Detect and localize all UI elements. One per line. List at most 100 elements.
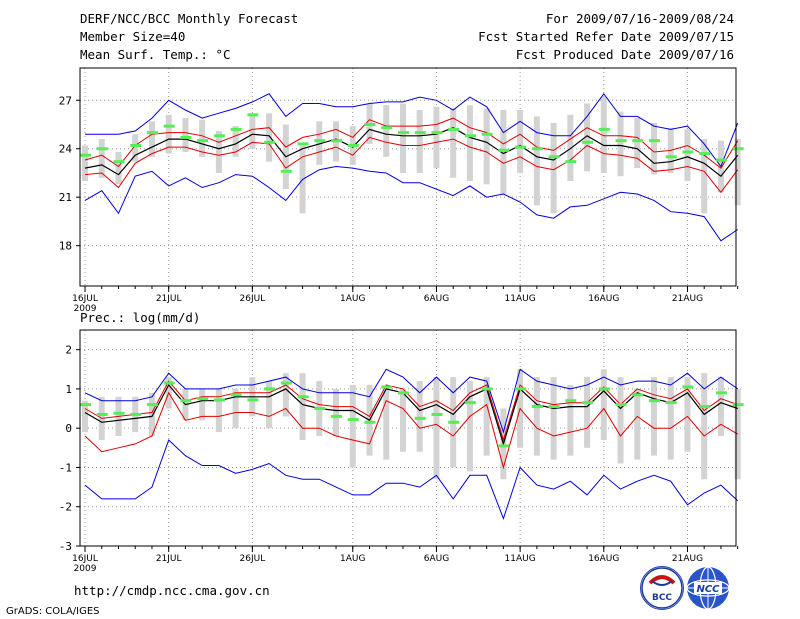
x-tick-label: 11AUG [505, 554, 536, 564]
ensemble-box [533, 116, 540, 206]
ensemble-box [266, 113, 273, 162]
ensemble-box [199, 388, 206, 421]
median-marker [649, 399, 660, 403]
ensemble-box [433, 377, 440, 480]
y-tick-label: 24 [59, 143, 73, 156]
median-marker [464, 134, 476, 138]
x-tick-label: 1AUG [340, 294, 365, 304]
ensemble-box [734, 139, 741, 206]
x-tick-label: 6AUG [424, 554, 449, 564]
ensemble-box [416, 109, 423, 173]
ensemble-box [701, 373, 708, 480]
x-tick-label: 26JUL [240, 554, 266, 564]
ensemble-box [282, 373, 289, 417]
x-tick-label: 21AUG [672, 554, 703, 564]
x-tick-label: 21JUL [156, 294, 182, 304]
plot-frame [79, 67, 737, 287]
median-marker [699, 152, 711, 156]
y-tick-label: 0 [65, 422, 72, 435]
ensemble-mean-line [84, 127, 739, 178]
median-marker [297, 142, 309, 146]
median-marker [481, 132, 493, 136]
x-tick-label: 16AUG [588, 294, 619, 304]
ensemble-box [550, 122, 557, 214]
median-marker [163, 381, 175, 385]
median-marker [230, 393, 242, 397]
median-marker [213, 398, 225, 402]
ncc-logo-text: NCC [696, 584, 720, 595]
median-marker [615, 403, 627, 407]
ensemble-box [517, 109, 524, 173]
median-marker [649, 139, 660, 143]
median-marker [331, 139, 343, 143]
y-tick-label: 18 [59, 240, 72, 253]
median-marker [615, 139, 627, 143]
median-marker [565, 160, 577, 164]
x-tick-label: 16JUL [72, 554, 98, 564]
ensemble-box [249, 113, 256, 149]
median-marker [431, 131, 443, 135]
median-marker [715, 391, 727, 395]
ensemble-box [215, 130, 222, 173]
median-marker [96, 147, 108, 151]
ensemble-box [433, 106, 440, 169]
median-marker [732, 147, 744, 151]
median-marker [682, 385, 694, 389]
median-marker [732, 403, 744, 407]
ensemble-box [550, 377, 557, 460]
ensemble-box [299, 373, 306, 440]
median-marker [163, 124, 175, 128]
median-marker [130, 144, 142, 148]
plot-frame [79, 329, 737, 547]
median-marker [381, 385, 393, 389]
ensemble-box [165, 114, 172, 154]
median-marker [314, 139, 326, 143]
ensemble-box [82, 145, 89, 182]
forecast-produced-date: Fcst Produced Date 2009/07/16 [515, 47, 734, 62]
median-marker [414, 131, 426, 135]
y-tick-label: 2 [65, 344, 72, 357]
ensemble-box [684, 377, 691, 452]
ensemble-box [416, 381, 423, 452]
ensemble-box [701, 139, 708, 214]
variable-label: Mean Surf. Temp.: °C [80, 47, 231, 62]
ensemble-box [500, 109, 507, 194]
median-marker [498, 148, 510, 152]
median-marker [515, 387, 527, 391]
ensemble-box [98, 139, 105, 178]
ensemble-box [182, 118, 189, 152]
ensemble-box [148, 392, 155, 437]
ensemble-box [584, 377, 591, 448]
median-marker [180, 135, 192, 139]
median-marker [213, 134, 225, 138]
median-marker [264, 387, 276, 391]
y-tick-label: 1 [65, 383, 72, 396]
ensemble-box [600, 97, 607, 173]
y-tick-label: -3 [59, 540, 72, 553]
source-url[interactable]: http://cmdp.ncc.cma.gov.cn [74, 583, 270, 598]
ensemble-box [667, 377, 674, 460]
inner-low-line [84, 136, 739, 194]
median-marker [682, 150, 694, 154]
outer-high-line [84, 368, 738, 434]
ensemble-box [617, 377, 624, 464]
median-marker [414, 416, 426, 420]
member-size: Member Size=40 [80, 29, 186, 44]
x-year-label: 2009 [74, 304, 97, 314]
ensemble-box [567, 384, 574, 456]
median-marker [448, 420, 460, 424]
ensemble-box [215, 388, 222, 433]
ensemble-box [651, 122, 657, 175]
ensemble-box [483, 377, 490, 456]
ensemble-box [232, 126, 239, 157]
ncc-globe-icon: NCC [686, 566, 730, 610]
ensemble-box [132, 134, 139, 162]
median-marker [498, 444, 510, 448]
median-marker [230, 127, 242, 131]
median-marker [598, 387, 610, 391]
x-tick-label: 26JUL [240, 294, 266, 304]
median-marker [197, 397, 209, 401]
median-marker [548, 155, 560, 159]
ensemble-box [651, 377, 657, 456]
